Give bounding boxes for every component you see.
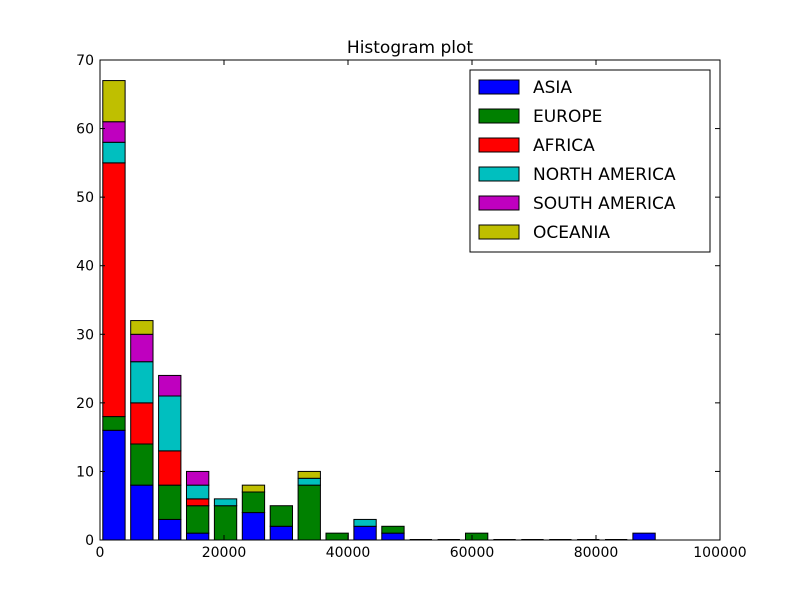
bar-asia-bin-6 bbox=[269, 525, 294, 541]
bar-oceania-bin-7 bbox=[297, 470, 321, 479]
bar-north-america-bin-3 bbox=[185, 484, 210, 500]
bar-asia-bin-0 bbox=[102, 429, 126, 541]
bar-europe-bin-0 bbox=[102, 416, 126, 431]
bar-south-america-bin-0 bbox=[102, 121, 126, 143]
bar-europe-bin-5 bbox=[241, 491, 266, 514]
legend-box bbox=[469, 69, 711, 253]
legend-swatch-oceania bbox=[478, 224, 520, 240]
legend-label: OCEANIA bbox=[533, 223, 610, 243]
bar-asia-bin-3 bbox=[185, 532, 210, 541]
y-tick-label: 10 bbox=[76, 464, 94, 480]
y-tick-label: 50 bbox=[76, 190, 94, 206]
bar-africa-bin-2 bbox=[158, 450, 182, 486]
bar-africa-bin-1 bbox=[130, 402, 154, 445]
bar-north-america-bin-0 bbox=[102, 141, 126, 164]
bar-europe-bin-4 bbox=[213, 505, 238, 541]
bar-north-america-bin-1 bbox=[130, 361, 154, 404]
bar-europe-bin-13 bbox=[464, 532, 489, 541]
bar-south-america-bin-3 bbox=[185, 470, 210, 486]
bar-asia-bin-2 bbox=[158, 518, 182, 541]
bar-africa-bin-0 bbox=[102, 162, 126, 418]
bar-oceania-bin-0 bbox=[102, 80, 126, 123]
bar-europe-bin-3 bbox=[185, 505, 210, 534]
chart-title: Histogram plot bbox=[347, 38, 474, 58]
bar-africa-bin-3 bbox=[185, 498, 210, 507]
plot-frame bbox=[99, 59, 721, 541]
legend: ASIA EUROPE AFRICA NORTH AMERICA SOUTH AMERI… bbox=[469, 69, 711, 253]
bar-asia-bin-19 bbox=[632, 532, 656, 541]
bar-europe-bin-6 bbox=[269, 505, 294, 527]
y-tick-label: 0 bbox=[85, 533, 94, 549]
bar-north-america-bin-7 bbox=[297, 477, 321, 486]
x-tick-label: 40000 bbox=[326, 545, 371, 561]
legend-swatch-south-america bbox=[478, 195, 520, 211]
bar-asia-bin-10 bbox=[381, 532, 405, 541]
x-tick-label: 80000 bbox=[574, 545, 619, 561]
bars-layer bbox=[102, 80, 656, 541]
y-tick-label: 30 bbox=[76, 327, 94, 343]
x-tick-label: 0 bbox=[96, 545, 105, 561]
legend-label: SOUTH AMERICA bbox=[533, 194, 676, 214]
bar-asia-bin-1 bbox=[130, 484, 154, 541]
legend-swatch-africa bbox=[478, 137, 520, 153]
bar-south-america-bin-2 bbox=[158, 374, 182, 397]
bar-north-america-bin-9 bbox=[353, 518, 377, 527]
ticks-layer: 0 20000 40000 60000 80000 100000 0 10 20 30 40 50 60… bbox=[76, 53, 747, 561]
x-tick-label: 100000 bbox=[693, 545, 746, 561]
bar-asia-bin-9 bbox=[353, 525, 377, 541]
legend-label: ASIA bbox=[533, 78, 572, 98]
bar-europe-bin-2 bbox=[158, 484, 182, 520]
legend-swatch-asia bbox=[478, 79, 520, 95]
legend-swatch-europe bbox=[478, 108, 520, 124]
bar-europe-bin-1 bbox=[130, 443, 154, 486]
legend-label: EUROPE bbox=[533, 107, 602, 127]
bar-europe-bin-7 bbox=[297, 484, 321, 541]
bar-europe-bin-8 bbox=[325, 532, 349, 541]
x-tick-label: 60000 bbox=[450, 545, 495, 561]
legend-label: AFRICA bbox=[533, 136, 595, 156]
y-tick-label: 40 bbox=[76, 259, 94, 275]
y-tick-label: 60 bbox=[76, 122, 94, 138]
bar-asia-bin-5 bbox=[241, 512, 266, 541]
bar-oceania-bin-1 bbox=[130, 320, 154, 335]
bar-south-america-bin-1 bbox=[130, 333, 154, 363]
x-tick-label: 20000 bbox=[202, 545, 247, 561]
bar-north-america-bin-2 bbox=[158, 395, 182, 452]
legend-swatch-north-america bbox=[478, 166, 520, 182]
legend-label: NORTH AMERICA bbox=[533, 165, 676, 185]
y-tick-label: 20 bbox=[76, 396, 94, 412]
bar-europe-bin-10 bbox=[381, 525, 405, 534]
bar-oceania-bin-5 bbox=[241, 484, 266, 493]
y-tick-label: 70 bbox=[76, 53, 94, 69]
bar-north-america-bin-4 bbox=[213, 498, 238, 507]
